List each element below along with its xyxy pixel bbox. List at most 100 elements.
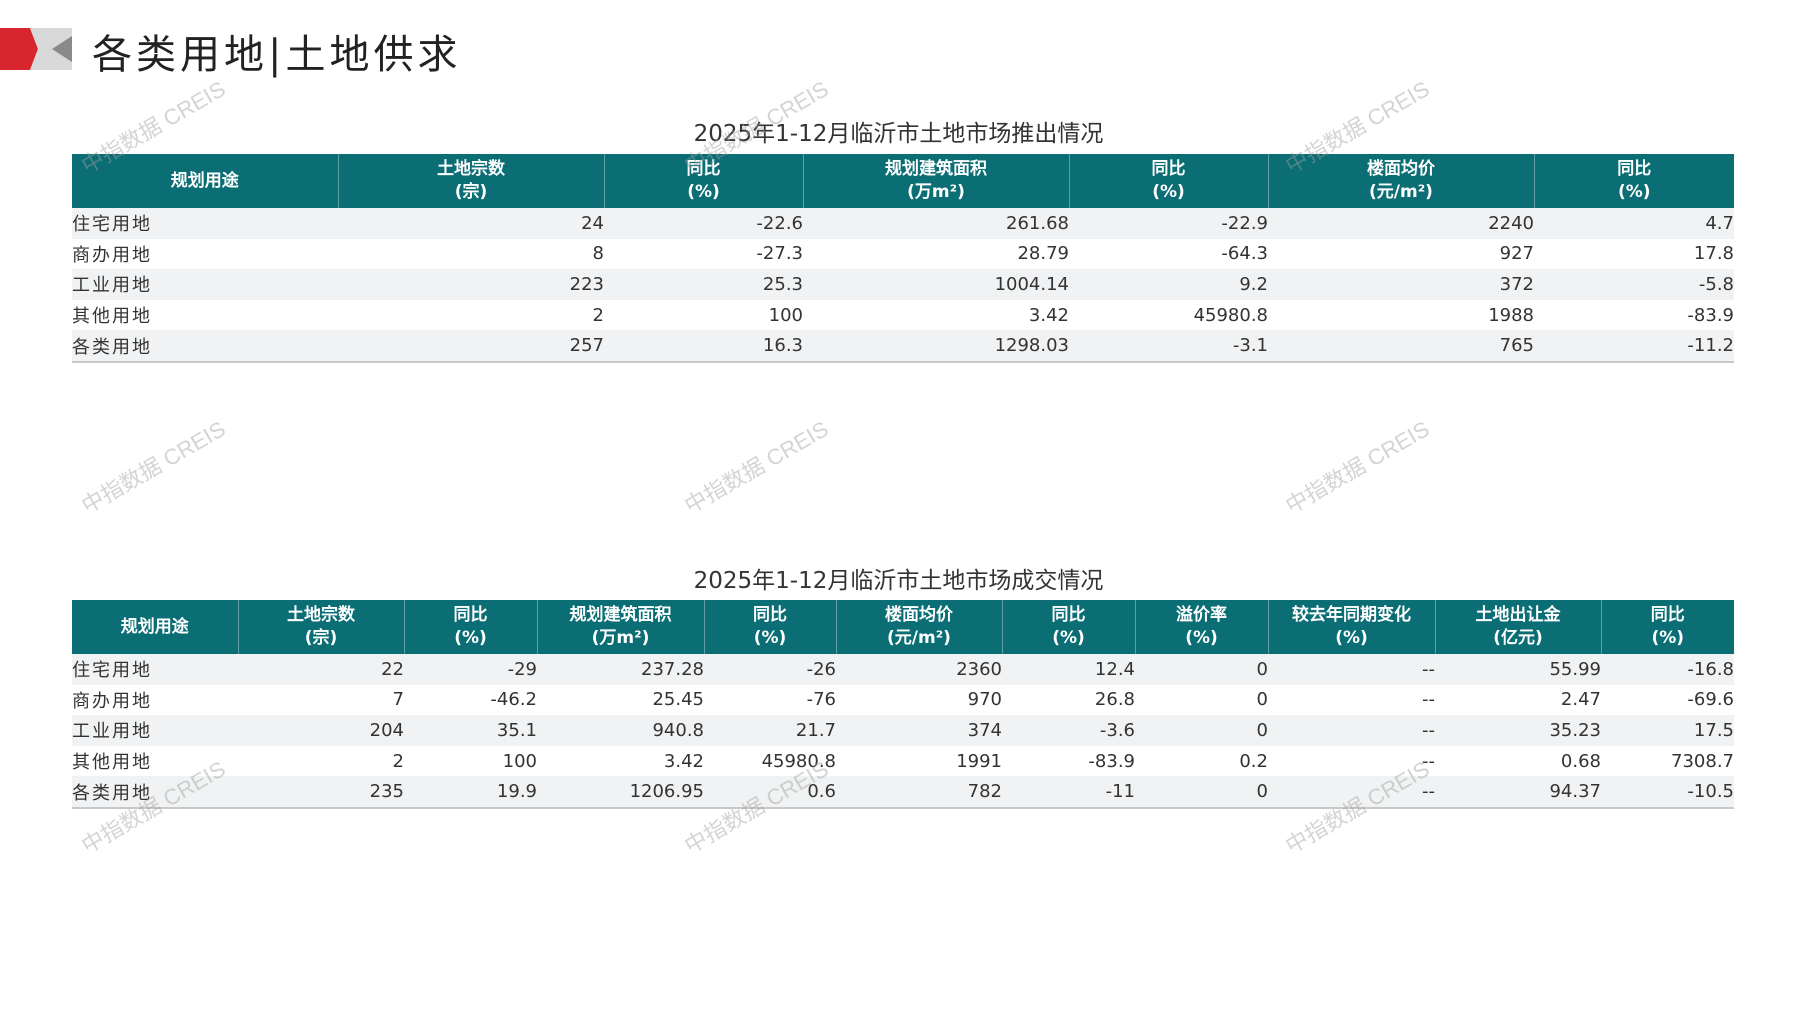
table-cell: 927: [1499, 243, 1534, 265]
table-cell: 26.8: [1094, 689, 1135, 711]
table-cell: --: [1268, 715, 1435, 746]
table-cell: 0: [1135, 715, 1268, 746]
table-cell: 17.5: [1601, 715, 1734, 746]
table-cell: 1991: [956, 750, 1002, 772]
table-cell: 0: [1256, 689, 1268, 711]
table-cell: 765: [1268, 330, 1534, 363]
column-header: 规划建筑面积 (万m²): [536, 600, 704, 654]
table-cell: 7: [392, 689, 404, 711]
column-header: 同比 (%): [1068, 154, 1268, 208]
table-cell: 55.99: [1435, 654, 1601, 685]
supply-table-title: 2025年1-12月临沂市土地市场推出情况: [693, 121, 1104, 147]
table-row: 住宅用地 22 -29 237.28 -26 2360 12.4 0 -- 55.99 -16.8: [72, 654, 1734, 685]
table-cell: 1298.03: [803, 330, 1069, 363]
table-cell: --: [1422, 750, 1435, 772]
deal-table: 规划用途 土地宗数 (宗) 同比 (%) 规划建筑面积 (万m²) 同比 (%) 楼面均价 (元/m…: [72, 600, 1734, 809]
header-row: 规划用途 土地宗数 (宗) 同比 (%) 规划建筑面积 (万m²) 同比 (%) 楼面均价 (元/m…: [72, 600, 1734, 654]
table-cell: 0: [1135, 654, 1268, 685]
table-cell: -83.9: [1687, 304, 1734, 326]
column-header: 溢价率 (%): [1134, 600, 1268, 654]
table-cell: -11: [1002, 776, 1135, 809]
column-header: 同比 (%): [1001, 600, 1135, 654]
table-cell: -10.5: [1601, 776, 1734, 809]
table-cell: 工业用地: [72, 715, 238, 746]
table-cell: --: [1422, 689, 1435, 711]
watermark: 中指数据 CREIS: [77, 416, 230, 519]
table-cell: 住宅用地: [72, 654, 238, 685]
table-cell: 住宅用地: [72, 208, 338, 239]
table-row: 住宅用地 24 -22.6 261.68 -22.9 2240 4.7: [72, 208, 1734, 239]
watermark: 中指数据 CREIS: [680, 416, 833, 519]
column-header: 楼面均价 (元/m²): [1267, 154, 1534, 208]
table-cell: 17.8: [1693, 243, 1734, 265]
table-row: 工业用地 204 35.1 940.8 21.7 374 -3.6 0 -- 35.23 17.5: [72, 715, 1734, 746]
supply-table: 规划用途 土地宗数 (宗) 同比 (%) 规划建筑面积 (万m²) 同比 (%) 楼面均价 (元/m…: [72, 154, 1734, 363]
table-cell: 28.79: [1017, 243, 1069, 265]
table-cell: 223: [338, 269, 604, 300]
column-header: 同比 (%): [1600, 600, 1734, 654]
table-row: 各类用地 257 16.3 1298.03 -3.1 765 -11.2: [72, 330, 1734, 363]
table-row: 商办用地 7 -46.2 25.45 -76 970 26.8 0 -- 2.47 -69.6: [72, 685, 1734, 716]
table-cell: 21.7: [704, 715, 836, 746]
table-cell: 1988: [1488, 304, 1534, 326]
table-cell: 4.7: [1534, 208, 1734, 239]
table-row: 商办用地 8 -27.3 28.79 -64.3 927 17.8: [72, 239, 1734, 270]
column-header: 同比 (%): [1533, 154, 1734, 208]
table-cell: 45980.8: [761, 750, 836, 772]
column-header: 规划用途: [72, 154, 338, 208]
deal-table-title: 2025年1-12月临沂市土地市场成交情况: [693, 568, 1104, 594]
table-row: 工业用地 223 25.3 1004.14 9.2 372 -5.8: [72, 269, 1734, 300]
table-cell: 1206.95: [537, 776, 704, 809]
table-row: 其他用地 2 100 3.42 45980.8 1991 -83.9 0.2 -- 0.68 730…: [72, 746, 1734, 777]
header-row: 规划用途 土地宗数 (宗) 同比 (%) 规划建筑面积 (万m²) 同比 (%) 楼面均价 (元/m…: [72, 154, 1734, 208]
table-cell: 235: [238, 776, 404, 809]
table-cell: 25.3: [604, 269, 803, 300]
table-cell: 2: [392, 750, 404, 772]
table-cell: 7308.7: [1671, 750, 1734, 772]
column-header: 同比 (%): [603, 154, 803, 208]
table-cell: 2.47: [1560, 689, 1601, 711]
table-cell: 940.8: [537, 715, 704, 746]
table-cell: -27.3: [756, 243, 803, 265]
table-cell: 各类用地: [72, 776, 238, 809]
table-cell: -69.6: [1687, 689, 1734, 711]
table-cell: 24: [338, 208, 604, 239]
table-cell: 35.1: [404, 715, 537, 746]
table-cell: 94.37: [1435, 776, 1601, 809]
table-cell: 372: [1268, 269, 1534, 300]
table-cell: 0.6: [704, 776, 836, 809]
column-header: 同比 (%): [403, 600, 537, 654]
column-header: 土地出让金 (亿元): [1434, 600, 1601, 654]
column-header: 同比 (%): [703, 600, 836, 654]
table-cell: 2360: [836, 654, 1002, 685]
table-cell: 0.2: [1239, 750, 1268, 772]
watermark: 中指数据 CREIS: [1281, 416, 1434, 519]
column-header: 土地宗数 (宗): [237, 600, 404, 654]
table-cell: 1004.14: [803, 269, 1069, 300]
table-cell: 35.23: [1435, 715, 1601, 746]
column-header: 较去年同期变化 (%): [1267, 600, 1435, 654]
table-cell: 261.68: [803, 208, 1069, 239]
table-cell: 商办用地: [72, 690, 152, 712]
table-cell: 782: [836, 776, 1002, 809]
table-row: 各类用地 235 19.9 1206.95 0.6 782 -11 0 -- 94.37 -10.5: [72, 776, 1734, 809]
table-cell: -26: [704, 654, 836, 685]
table-cell: 3.42: [663, 750, 704, 772]
column-header: 规划建筑面积 (万m²): [802, 154, 1069, 208]
table-cell: 各类用地: [72, 330, 338, 363]
table-cell: -83.9: [1088, 750, 1135, 772]
table-cell: 100: [502, 750, 537, 772]
column-header: 土地宗数 (宗): [337, 154, 604, 208]
page-title: 各类用地|土地供求: [92, 32, 462, 78]
table-cell: 0.68: [1560, 750, 1601, 772]
table-cell: 8: [592, 243, 604, 265]
table-cell: 2: [592, 304, 604, 326]
table-cell: -29: [404, 654, 537, 685]
table-cell: 25.45: [652, 689, 704, 711]
table-cell: 100: [768, 304, 803, 326]
table-cell: 其他用地: [72, 306, 152, 328]
column-header: 规划用途: [72, 600, 238, 654]
table-cell: -46.2: [490, 689, 537, 711]
table-cell: --: [1268, 654, 1435, 685]
table-cell: 商办用地: [72, 244, 152, 266]
